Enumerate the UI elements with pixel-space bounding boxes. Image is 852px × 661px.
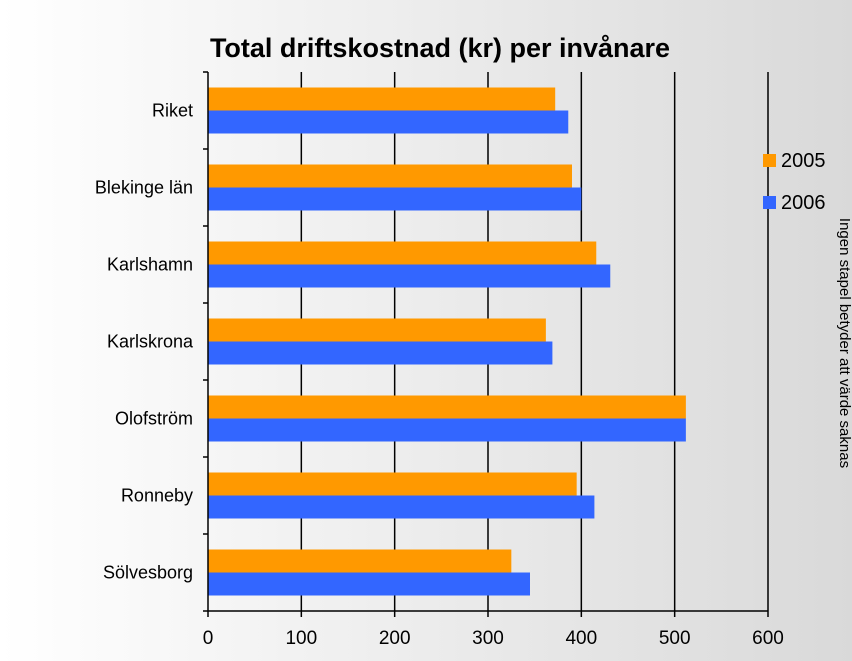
bar-2005-5: [208, 472, 577, 496]
bars: [208, 87, 686, 596]
bar-2006-6: [208, 572, 530, 596]
bar-2006-0: [208, 110, 569, 134]
legend-swatch-2005: [763, 154, 776, 167]
chart-title: Total driftskostnad (kr) per invånare: [210, 33, 670, 63]
category-labels: Riket Blekinge län Karlshamn Karlskrona Olof…: [95, 101, 194, 583]
side-note: Ingen stapel betyder att värde saknas: [836, 218, 852, 468]
x-tick-labels: 0 100 200 300 400 500 600: [203, 628, 784, 649]
legend: 2005 2006: [763, 150, 826, 214]
bar-2005-3: [208, 318, 546, 342]
x-tick-label-200: 200: [379, 628, 411, 649]
axes: [203, 71, 769, 617]
x-tick-label-0: 0: [203, 628, 214, 649]
category-label: Karlshamn: [107, 255, 193, 275]
category-label: Blekinge län: [95, 178, 193, 198]
bar-2006-3: [208, 341, 553, 365]
bar-2005-4: [208, 395, 686, 419]
legend-swatch-2006: [763, 196, 776, 209]
category-label: Karlskrona: [107, 332, 194, 352]
legend-label-2005: 2005: [781, 150, 826, 172]
category-label: Riket: [152, 101, 193, 121]
bar-2006-5: [208, 495, 595, 519]
bar-2005-1: [208, 164, 572, 188]
legend-label-2006: 2006: [781, 192, 826, 214]
x-tick-label-300: 300: [472, 628, 504, 649]
x-tick-label-500: 500: [659, 628, 691, 649]
bar-2005-6: [208, 549, 512, 573]
x-tick-label-400: 400: [565, 628, 597, 649]
category-label: Olofström: [115, 409, 193, 429]
bar-2006-1: [208, 187, 582, 211]
bar-2005-0: [208, 87, 556, 111]
bar-2005-2: [208, 241, 597, 265]
bar-2006-2: [208, 264, 611, 288]
x-tick-label-600: 600: [752, 628, 784, 649]
category-label: Sölvesborg: [103, 563, 193, 583]
x-tick-label-100: 100: [285, 628, 317, 649]
category-label: Ronneby: [121, 486, 193, 506]
bar-2006-4: [208, 418, 686, 442]
